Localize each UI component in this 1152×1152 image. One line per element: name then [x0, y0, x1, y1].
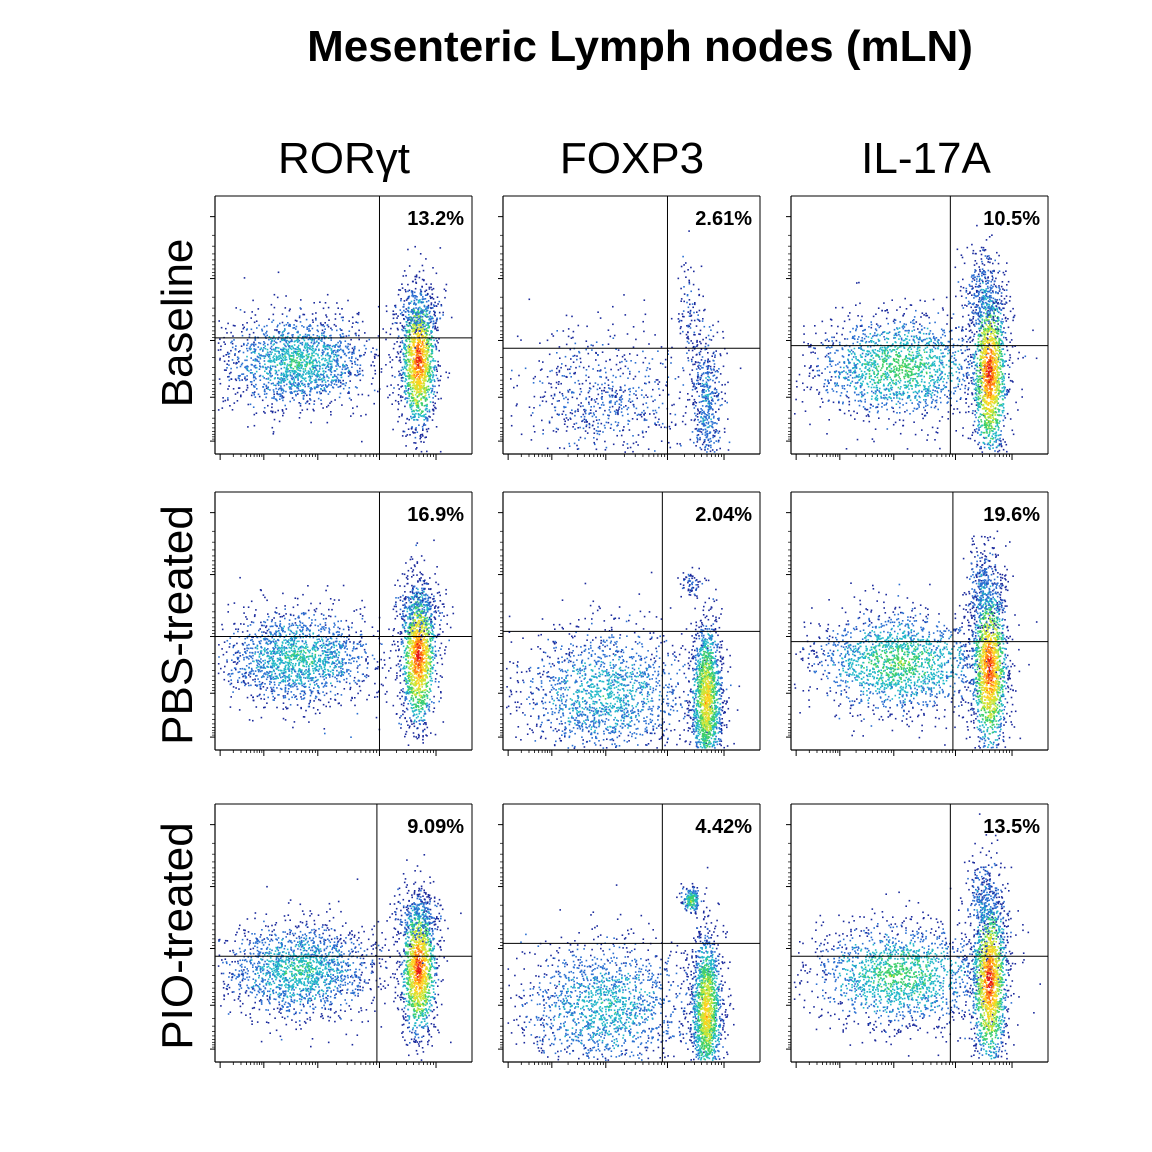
panel-axes [498, 492, 760, 756]
upper-right-percent-label: 2.04% [695, 504, 752, 526]
upper-right-percent-label: 4.42% [695, 816, 752, 838]
panel-pbs-treated-foxp3: 2.04% [498, 492, 760, 756]
panel-axes [498, 804, 760, 1068]
panel-baseline-foxp3: 2.61% [498, 196, 760, 460]
upper-right-percent-label: 9.09% [407, 816, 464, 838]
density-points [794, 813, 1041, 1059]
density-points [508, 867, 735, 1061]
panel-axes [786, 804, 1048, 1068]
density-points [794, 531, 1038, 749]
panel-pio-treated-rorgt: 9.09% [210, 804, 472, 1068]
panel-axes [210, 492, 472, 756]
density-points [218, 246, 453, 453]
density-points [506, 567, 740, 749]
quadrant-gate [503, 196, 760, 454]
quadrant-gate [503, 804, 760, 1062]
density-plot-grid: 13.2% 2.61% 10.5% 16.9% 2.04% 19.6% 9.09% 4.42%… [0, 0, 1152, 1152]
upper-right-percent-label: 16.9% [407, 504, 464, 526]
quadrant-gate [791, 804, 1048, 1062]
panel-baseline-rorgt: 13.2% [210, 196, 472, 460]
quadrant-gate [215, 804, 472, 1062]
panel-pio-treated-foxp3: 4.42% [498, 804, 760, 1068]
upper-right-percent-label: 10.5% [983, 208, 1040, 230]
panel-pbs-treated-il17a: 19.6% [786, 492, 1048, 756]
panel-pio-treated-il17a: 13.5% [786, 804, 1048, 1068]
panel-axes [210, 804, 472, 1068]
density-points [218, 854, 462, 1061]
density-points [218, 540, 454, 747]
density-points [794, 224, 1037, 453]
upper-right-percent-label: 2.61% [695, 208, 752, 230]
upper-right-percent-label: 13.2% [407, 208, 464, 230]
panel-pbs-treated-rorgt: 16.9% [210, 492, 472, 756]
panel-baseline-il17a: 10.5% [786, 196, 1048, 460]
upper-right-percent-label: 13.5% [983, 816, 1040, 838]
upper-right-percent-label: 19.6% [983, 504, 1040, 526]
density-points [510, 230, 741, 453]
quadrant-gate [791, 492, 1048, 750]
